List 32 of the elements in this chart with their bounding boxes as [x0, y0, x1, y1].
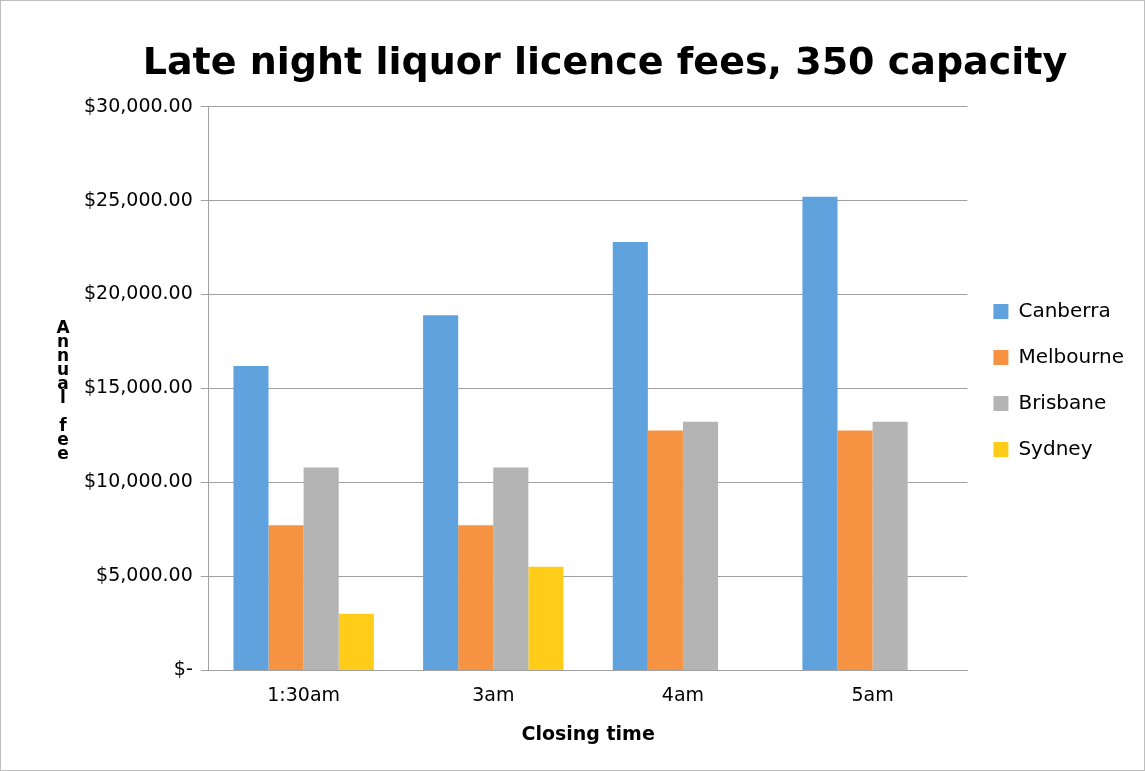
y-tick-label: $10,000.00 — [83, 469, 193, 492]
y-tick-label: $- — [173, 657, 193, 680]
bar — [837, 430, 873, 670]
x-tick-label: 4am — [661, 682, 705, 705]
y-tick-label: $5,000.00 — [96, 563, 193, 586]
x-axis-title: Closing time — [521, 721, 655, 744]
x-tick-label: 5am — [851, 682, 894, 705]
bar — [528, 566, 564, 670]
bar — [423, 315, 459, 670]
legend-label: Sydney — [1018, 435, 1093, 460]
bar — [338, 613, 374, 670]
bar — [647, 430, 683, 670]
bar — [268, 525, 304, 670]
bar — [612, 241, 648, 670]
x-tick-label: 3am — [472, 682, 515, 705]
bar — [802, 196, 838, 670]
bar — [682, 421, 719, 670]
chart-title: Late night liquor licence fees, 350 capacity — [142, 38, 1068, 83]
bar — [872, 421, 908, 670]
legend-label: Canberra — [1018, 297, 1111, 322]
legend-label: Melbourne — [1018, 343, 1124, 368]
y-tick-label: $20,000.00 — [83, 281, 193, 304]
y-tick-label: $25,000.00 — [83, 187, 193, 210]
bar — [303, 467, 339, 670]
bar — [458, 525, 494, 670]
bar — [233, 365, 269, 670]
y-tick-label: $15,000.00 — [83, 375, 193, 398]
legend-label: Brisbane — [1018, 389, 1107, 414]
y-tick-label: $30,000.00 — [83, 93, 193, 116]
x-tick-label: 1:30am — [267, 682, 341, 705]
bar — [493, 467, 529, 670]
text: Annual fee — [56, 316, 70, 463]
